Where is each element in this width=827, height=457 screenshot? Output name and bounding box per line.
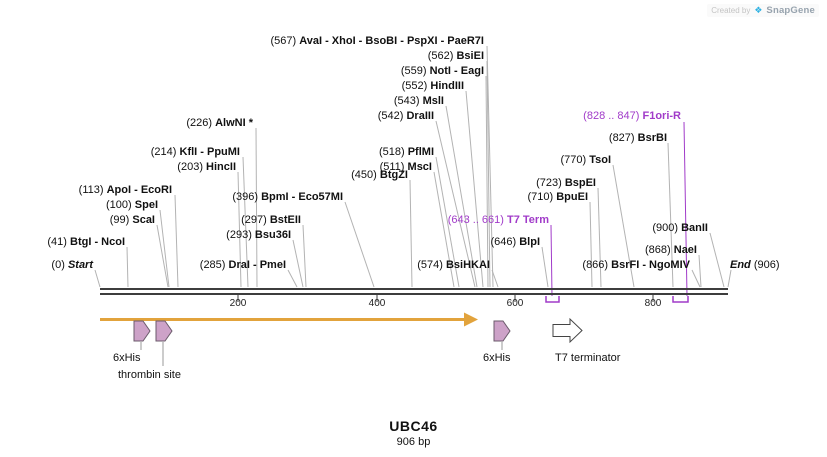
connector-bsteii	[302, 224, 307, 288]
connector-bsrfi	[691, 269, 701, 288]
connector-bspei	[597, 187, 602, 288]
site-bpuei[interactable]: (710) BpuEI	[527, 191, 588, 203]
annotation-f1ori-r[interactable]: (828 .. 847) F1ori-R	[583, 110, 681, 122]
connector-bpmi	[344, 201, 375, 288]
connector-scai	[156, 224, 169, 288]
his-tag-label-1: 6xHis	[113, 352, 141, 364]
connector-spei	[159, 209, 170, 288]
site-alwni[interactable]: (226) AlwNI *	[186, 117, 253, 129]
orf-arrow[interactable]	[100, 312, 478, 327]
site-bsihkai[interactable]: (574) BsiHKAI	[417, 259, 490, 271]
map-length: 906 bp	[396, 436, 431, 448]
connector-bsihkai	[491, 269, 499, 288]
site-bsrbi[interactable]: (827) BsrBI	[608, 132, 667, 144]
connector-start	[94, 269, 101, 288]
connector-msli	[445, 105, 478, 288]
connector-drai	[287, 269, 298, 288]
site-pflmi[interactable]: (518) PflMI	[378, 146, 434, 158]
site-tsoi[interactable]: (770) TsoI	[560, 154, 611, 166]
map-end-label: End (906)	[730, 259, 780, 271]
site-bpmi-eco57mi[interactable]: (396) BpmI - Eco57MI	[232, 191, 343, 203]
connector-msci	[433, 171, 455, 288]
site-bsteii[interactable]: (297) BstEII	[241, 214, 301, 226]
site-spei[interactable]: (100) SpeI	[106, 199, 158, 211]
t7-terminator-label: T7 terminator	[555, 352, 621, 364]
connector-kfli	[242, 156, 249, 288]
annotation-t7-term[interactable]: (643 .. 661) T7 Term	[447, 214, 549, 226]
site-hincii[interactable]: (203) HincII	[177, 161, 236, 173]
connector-avai	[486, 45, 494, 288]
site-naei[interactable]: (868) NaeI	[645, 244, 697, 256]
site-bsrfi-ngomiv[interactable]: (866) BsrFI - NgoMIV	[582, 259, 690, 271]
his-tag-arrow-2[interactable]	[493, 320, 511, 342]
site-btgzi[interactable]: (450) BtgZI	[351, 169, 408, 181]
site-bsu36i[interactable]: (293) Bsu36I	[226, 229, 291, 241]
site-bspei[interactable]: (723) BspEI	[536, 177, 596, 189]
his-tag-label-2: 6xHis	[483, 352, 511, 364]
connector-alwni	[255, 127, 258, 288]
connector-pflmi	[435, 156, 460, 288]
thrombin-site-arrow[interactable]	[155, 320, 173, 342]
ruler-ticks	[237, 295, 654, 302]
site-draiii[interactable]: (542) DraIII	[377, 110, 434, 122]
site-blpi[interactable]: (646) BlpI	[490, 236, 540, 248]
connector-bsrbi	[667, 142, 674, 288]
ruler-tick-400: 400	[368, 298, 386, 309]
site-bsiei[interactable]: (562) BsiEI	[427, 50, 484, 62]
site-scai[interactable]: (99) ScaI	[109, 214, 155, 226]
map-title-block: UBC46 906 bp	[0, 418, 827, 448]
connector-btgi	[126, 246, 129, 288]
connector-bpuei	[589, 201, 593, 288]
snapgene-credit: Created by ❖ SnapGene	[707, 4, 819, 17]
site-avai-xhoi-bsobi-pspxi-paer7i[interactable]: (567) AvaI - XhoI - BsoBI - PspXI - PaeR…	[270, 35, 484, 47]
connector-btgzi	[409, 179, 413, 288]
site-btgi-ncoi[interactable]: (41) BtgI - NcoI	[47, 236, 125, 248]
ruler-tick-800: 800	[644, 298, 662, 309]
site-apoi-ecori[interactable]: (113) ApoI - EcoRI	[78, 184, 172, 196]
sequence-bar	[100, 288, 728, 295]
connector-apoi	[174, 194, 179, 288]
primer-brackets[interactable]	[545, 296, 689, 303]
feature-leader-lines	[140, 342, 503, 366]
site-banii[interactable]: (900) BanII	[652, 222, 708, 234]
snapgene-logo-icon: ❖	[754, 5, 763, 15]
connector-lines	[94, 45, 732, 288]
map-title: UBC46	[389, 418, 438, 434]
snapgene-brand: SnapGene	[766, 5, 815, 16]
map-start-label: (0) Start	[51, 259, 93, 271]
site-kfli-ppumi[interactable]: (214) KflI - PpuMI	[150, 146, 240, 158]
t7-term-bracket	[545, 296, 560, 303]
thrombin-site-label: thrombin site	[118, 369, 181, 381]
connector-banii	[709, 232, 725, 288]
ruler-tick-600: 600	[506, 298, 524, 309]
tag-arrows	[133, 320, 511, 342]
connector-bsu36i	[292, 239, 304, 288]
his-tag-arrow-1[interactable]	[133, 320, 151, 342]
site-drai-pmei[interactable]: (285) DraI - PmeI	[199, 259, 286, 271]
connector-blpi	[541, 246, 549, 288]
connector-draiii	[435, 120, 476, 288]
t7-terminator-arrow[interactable]	[552, 317, 583, 344]
annotation-connectors	[550, 121, 688, 297]
connector-end	[727, 269, 732, 288]
connector-t7-term	[550, 224, 553, 297]
connector-bsiei	[486, 60, 491, 288]
connector-hindiii	[465, 90, 484, 288]
connector-hincii	[237, 171, 242, 288]
site-noti-eagi[interactable]: (559) NotI - EagI	[400, 65, 484, 77]
site-msci[interactable]: (511) MscI	[379, 161, 432, 173]
site-hindiii[interactable]: (552) HindIII	[401, 80, 464, 92]
f1ori-r-bracket	[672, 296, 689, 303]
connector-f1ori-r	[683, 121, 688, 297]
connector-naei	[698, 254, 702, 288]
credit-prefix: Created by	[711, 6, 751, 15]
site-msli[interactable]: (543) MslI	[393, 95, 444, 107]
ruler-tick-200: 200	[229, 298, 247, 309]
connector-tsoi	[612, 164, 635, 288]
orf-arrowhead	[464, 312, 478, 327]
connector-noti	[485, 75, 489, 288]
